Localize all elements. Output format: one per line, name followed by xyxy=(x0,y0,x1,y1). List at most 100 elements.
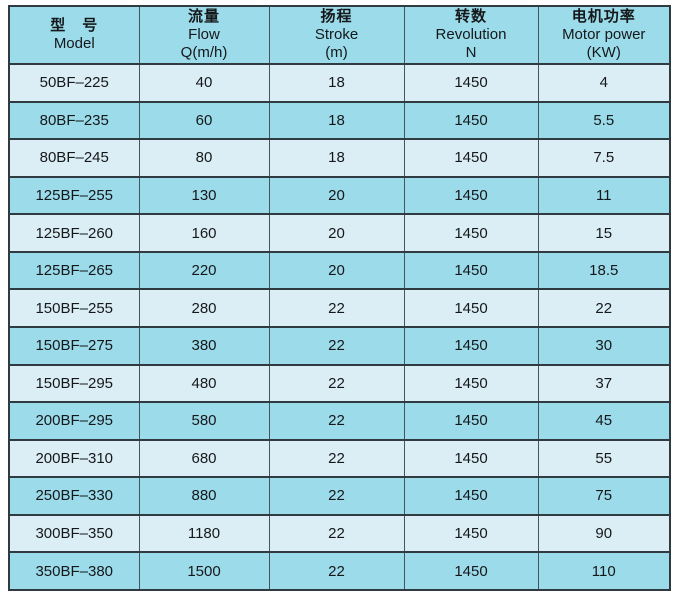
revolution-cell: 1450 xyxy=(403,438,539,479)
power-cell: 30 xyxy=(537,325,671,366)
stroke-cell: 22 xyxy=(268,363,405,404)
table-row: 300BF–350 1180 22 1450 90 xyxy=(8,513,671,554)
header-zh: 扬程 xyxy=(320,8,353,25)
power-cell: 4 xyxy=(537,63,671,103)
model-cell: 80BF–245 xyxy=(8,138,140,178)
revolution-cell: 1450 xyxy=(403,325,539,366)
model-cell: 200BF–295 xyxy=(8,401,140,441)
power-cell: 90 xyxy=(537,513,671,554)
spec-table-header: 型 号 Model 流量 Flow Q(m/h) 扬程 Stroke (m) 转… xyxy=(8,5,671,65)
col-header-power: 电机功率 Motor power (KW) xyxy=(537,5,671,65)
header-en: Motor power xyxy=(562,26,646,43)
col-header-flow: 流量 Flow Q(m/h) xyxy=(138,5,270,65)
flow-cell: 80 xyxy=(138,138,270,178)
table-row: 200BF–310 680 22 1450 55 xyxy=(8,438,671,479)
stroke-cell: 22 xyxy=(268,325,405,366)
stroke-cell: 20 xyxy=(268,250,405,291)
flow-cell: 1500 xyxy=(138,551,270,591)
power-cell: 15 xyxy=(537,213,671,253)
header-en: Model xyxy=(53,35,95,52)
revolution-cell: 1450 xyxy=(403,213,539,253)
col-header-model: 型 号 Model xyxy=(8,5,140,65)
flow-cell: 580 xyxy=(138,401,270,441)
stroke-cell: 22 xyxy=(268,476,405,516)
power-cell: 7.5 xyxy=(537,138,671,178)
stroke-cell: 22 xyxy=(268,401,405,441)
header-en: Revolution xyxy=(435,26,507,43)
table-row: 250BF–330 880 22 1450 75 xyxy=(8,476,671,516)
flow-cell: 160 xyxy=(138,213,270,253)
revolution-cell: 1450 xyxy=(403,363,539,404)
flow-cell: 280 xyxy=(138,288,270,328)
table-row: 50BF–225 40 18 1450 4 xyxy=(8,63,671,103)
table-row: 80BF–235 60 18 1450 5.5 xyxy=(8,100,671,141)
header-zh: 转数 xyxy=(454,8,487,25)
header-zh: 流量 xyxy=(187,8,220,25)
table-row: 125BF–265 220 20 1450 18.5 xyxy=(8,250,671,291)
flow-cell: 220 xyxy=(138,250,270,291)
model-cell: 125BF–265 xyxy=(8,250,140,291)
header-zh: 电机功率 xyxy=(571,8,636,25)
stroke-cell: 20 xyxy=(268,175,405,216)
revolution-cell: 1450 xyxy=(403,476,539,516)
model-cell: 125BF–255 xyxy=(8,175,140,216)
power-cell: 110 xyxy=(537,551,671,591)
model-cell: 50BF–225 xyxy=(8,63,140,103)
header-en: Flow xyxy=(188,26,220,43)
power-cell: 55 xyxy=(537,438,671,479)
model-cell: 200BF–310 xyxy=(8,438,140,479)
table-row: 200BF–295 580 22 1450 45 xyxy=(8,401,671,441)
spec-table-body: 50BF–225 40 18 1450 4 80BF–235 60 18 1450 5.5 80BF… xyxy=(8,63,671,591)
flow-cell: 1180 xyxy=(138,513,270,554)
flow-cell: 40 xyxy=(138,63,270,103)
power-cell: 37 xyxy=(537,363,671,404)
stroke-cell: 18 xyxy=(268,138,405,178)
table-row: 150BF–295 480 22 1450 37 xyxy=(8,363,671,404)
table-row: 150BF–255 280 22 1450 22 xyxy=(8,288,671,328)
stroke-cell: 22 xyxy=(268,438,405,479)
table-row: 150BF–275 380 22 1450 30 xyxy=(8,325,671,366)
power-cell: 75 xyxy=(537,476,671,516)
model-cell: 350BF–380 xyxy=(8,551,140,591)
power-cell: 45 xyxy=(537,401,671,441)
revolution-cell: 1450 xyxy=(403,175,539,216)
model-cell: 150BF–295 xyxy=(8,363,140,404)
header-unit: Q(m/h) xyxy=(180,44,228,61)
table-row: 125BF–255 130 20 1450 11 xyxy=(8,175,671,216)
col-header-stroke: 扬程 Stroke (m) xyxy=(268,5,405,65)
stroke-cell: 22 xyxy=(268,513,405,554)
flow-cell: 130 xyxy=(138,175,270,216)
model-cell: 150BF–275 xyxy=(8,325,140,366)
header-unit: (m) xyxy=(325,44,348,61)
model-cell: 150BF–255 xyxy=(8,288,140,328)
model-cell: 125BF–260 xyxy=(8,213,140,253)
flow-cell: 480 xyxy=(138,363,270,404)
header-zh: 型 号 xyxy=(50,17,99,34)
table-row: 125BF–260 160 20 1450 15 xyxy=(8,213,671,253)
flow-cell: 60 xyxy=(138,100,270,141)
revolution-cell: 1450 xyxy=(403,513,539,554)
revolution-cell: 1450 xyxy=(403,100,539,141)
stroke-cell: 22 xyxy=(268,551,405,591)
stroke-cell: 20 xyxy=(268,213,405,253)
stroke-cell: 18 xyxy=(268,63,405,103)
flow-cell: 380 xyxy=(138,325,270,366)
model-cell: 80BF–235 xyxy=(8,100,140,141)
revolution-cell: 1450 xyxy=(403,250,539,291)
flow-cell: 680 xyxy=(138,438,270,479)
power-cell: 5.5 xyxy=(537,100,671,141)
header-unit: (KW) xyxy=(586,44,621,61)
header-en: Stroke xyxy=(314,26,359,43)
flow-cell: 880 xyxy=(138,476,270,516)
revolution-cell: 1450 xyxy=(403,138,539,178)
table-row: 80BF–245 80 18 1450 7.5 xyxy=(8,138,671,178)
power-cell: 11 xyxy=(537,175,671,216)
header-row: 型 号 Model 流量 Flow Q(m/h) 扬程 Stroke (m) 转… xyxy=(8,5,671,65)
power-cell: 18.5 xyxy=(537,250,671,291)
stroke-cell: 18 xyxy=(268,100,405,141)
power-cell: 22 xyxy=(537,288,671,328)
col-header-revolution: 转数 Revolution N xyxy=(403,5,539,65)
revolution-cell: 1450 xyxy=(403,63,539,103)
revolution-cell: 1450 xyxy=(403,288,539,328)
